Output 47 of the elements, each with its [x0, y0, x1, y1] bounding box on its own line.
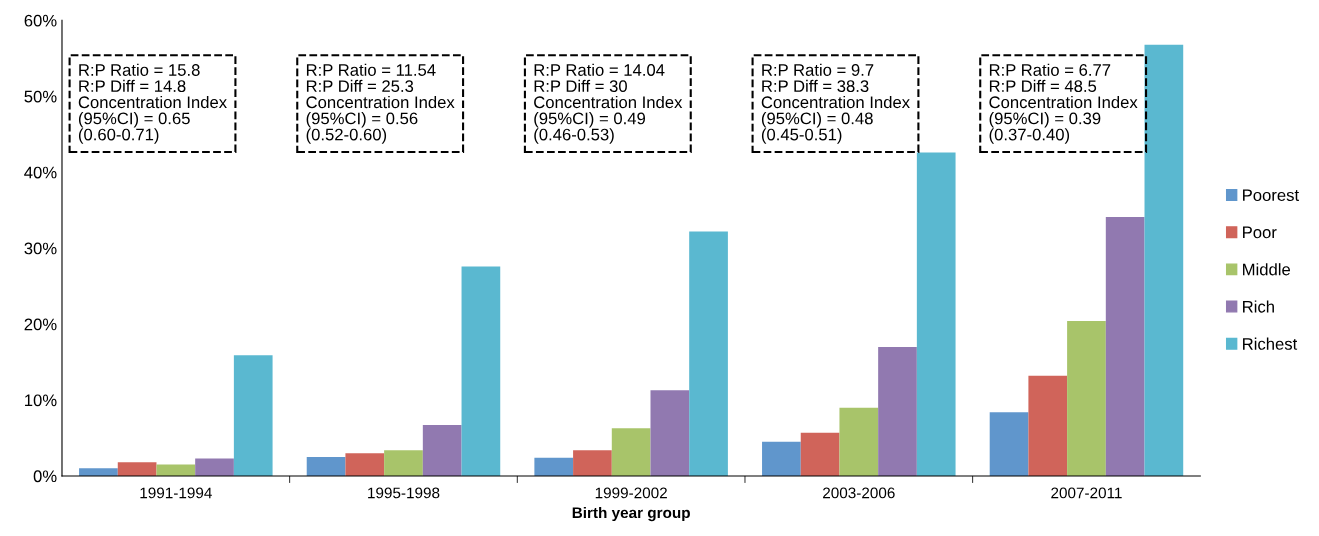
bar — [1028, 375, 1068, 476]
bar — [117, 462, 157, 476]
x-tick-label: 1995-1998 — [368, 487, 440, 499]
bar — [650, 390, 690, 476]
legend-label: Richest — [1243, 337, 1298, 350]
bar — [762, 441, 801, 476]
bar — [611, 428, 651, 476]
bar — [1144, 44, 1184, 476]
x-tick-label: 1999-2002 — [595, 487, 667, 499]
annotation: R:P Ratio = 15.8 R:P Diff = 14.8 Concentration Index (95%CI) = 0.65 (0.60-0.71) — [78, 63, 227, 144]
bar — [306, 456, 346, 476]
y-tick-label: 20% — [24, 318, 57, 331]
bar — [384, 450, 423, 476]
legend-label: Poorest — [1243, 189, 1299, 202]
bar — [916, 152, 956, 476]
y-tick-label: 60% — [24, 14, 57, 27]
x-tick-label: 2007-2011 — [1051, 487, 1122, 499]
bar — [689, 231, 728, 476]
y-tick-label: 10% — [25, 394, 57, 407]
y-tick-label: 40% — [24, 166, 57, 179]
bar — [345, 453, 385, 476]
bar — [461, 266, 501, 476]
annotation: R:P Ratio = 6.77 R:P Diff = 48.5 Concentration Index (95%CI) = 0.39 (0.37-0.40) — [989, 63, 1138, 144]
y-tick-label: 0% — [33, 470, 57, 483]
bar — [800, 432, 840, 476]
annotation: R:P Ratio = 11.54 R:P Diff = 25.3 Concentration Index (95%CI) = 0.56 (0.52-0.60) — [306, 63, 455, 144]
bar — [233, 355, 273, 476]
bar — [878, 346, 917, 476]
legend-label: Poor — [1243, 226, 1277, 239]
bar — [989, 412, 1029, 476]
bar — [1105, 217, 1145, 476]
y-tick-label: 30% — [24, 242, 57, 255]
bar — [1067, 321, 1106, 476]
bar — [422, 425, 462, 476]
legend-label: Middle — [1243, 263, 1291, 276]
bar — [573, 450, 612, 476]
bar — [79, 468, 118, 476]
bar — [534, 457, 574, 476]
annotation: R:P Ratio = 9.7 R:P Diff = 38.3 Concentration Index (95%CI) = 0.48 (0.45-0.51) — [761, 63, 910, 144]
annotation: R:P Ratio = 14.04 R:P Diff = 30 Concentration Index (95%CI) = 0.49 (0.46-0.53) — [534, 63, 683, 144]
y-tick-label: 50% — [24, 90, 57, 103]
x-axis-title: Birth year group — [572, 506, 690, 522]
x-tick-label: 2003-2006 — [823, 487, 895, 499]
bar — [839, 407, 879, 476]
x-tick-label: 1991-1994 — [140, 487, 212, 499]
bar — [195, 458, 234, 476]
legend-label: Rich — [1243, 300, 1274, 313]
